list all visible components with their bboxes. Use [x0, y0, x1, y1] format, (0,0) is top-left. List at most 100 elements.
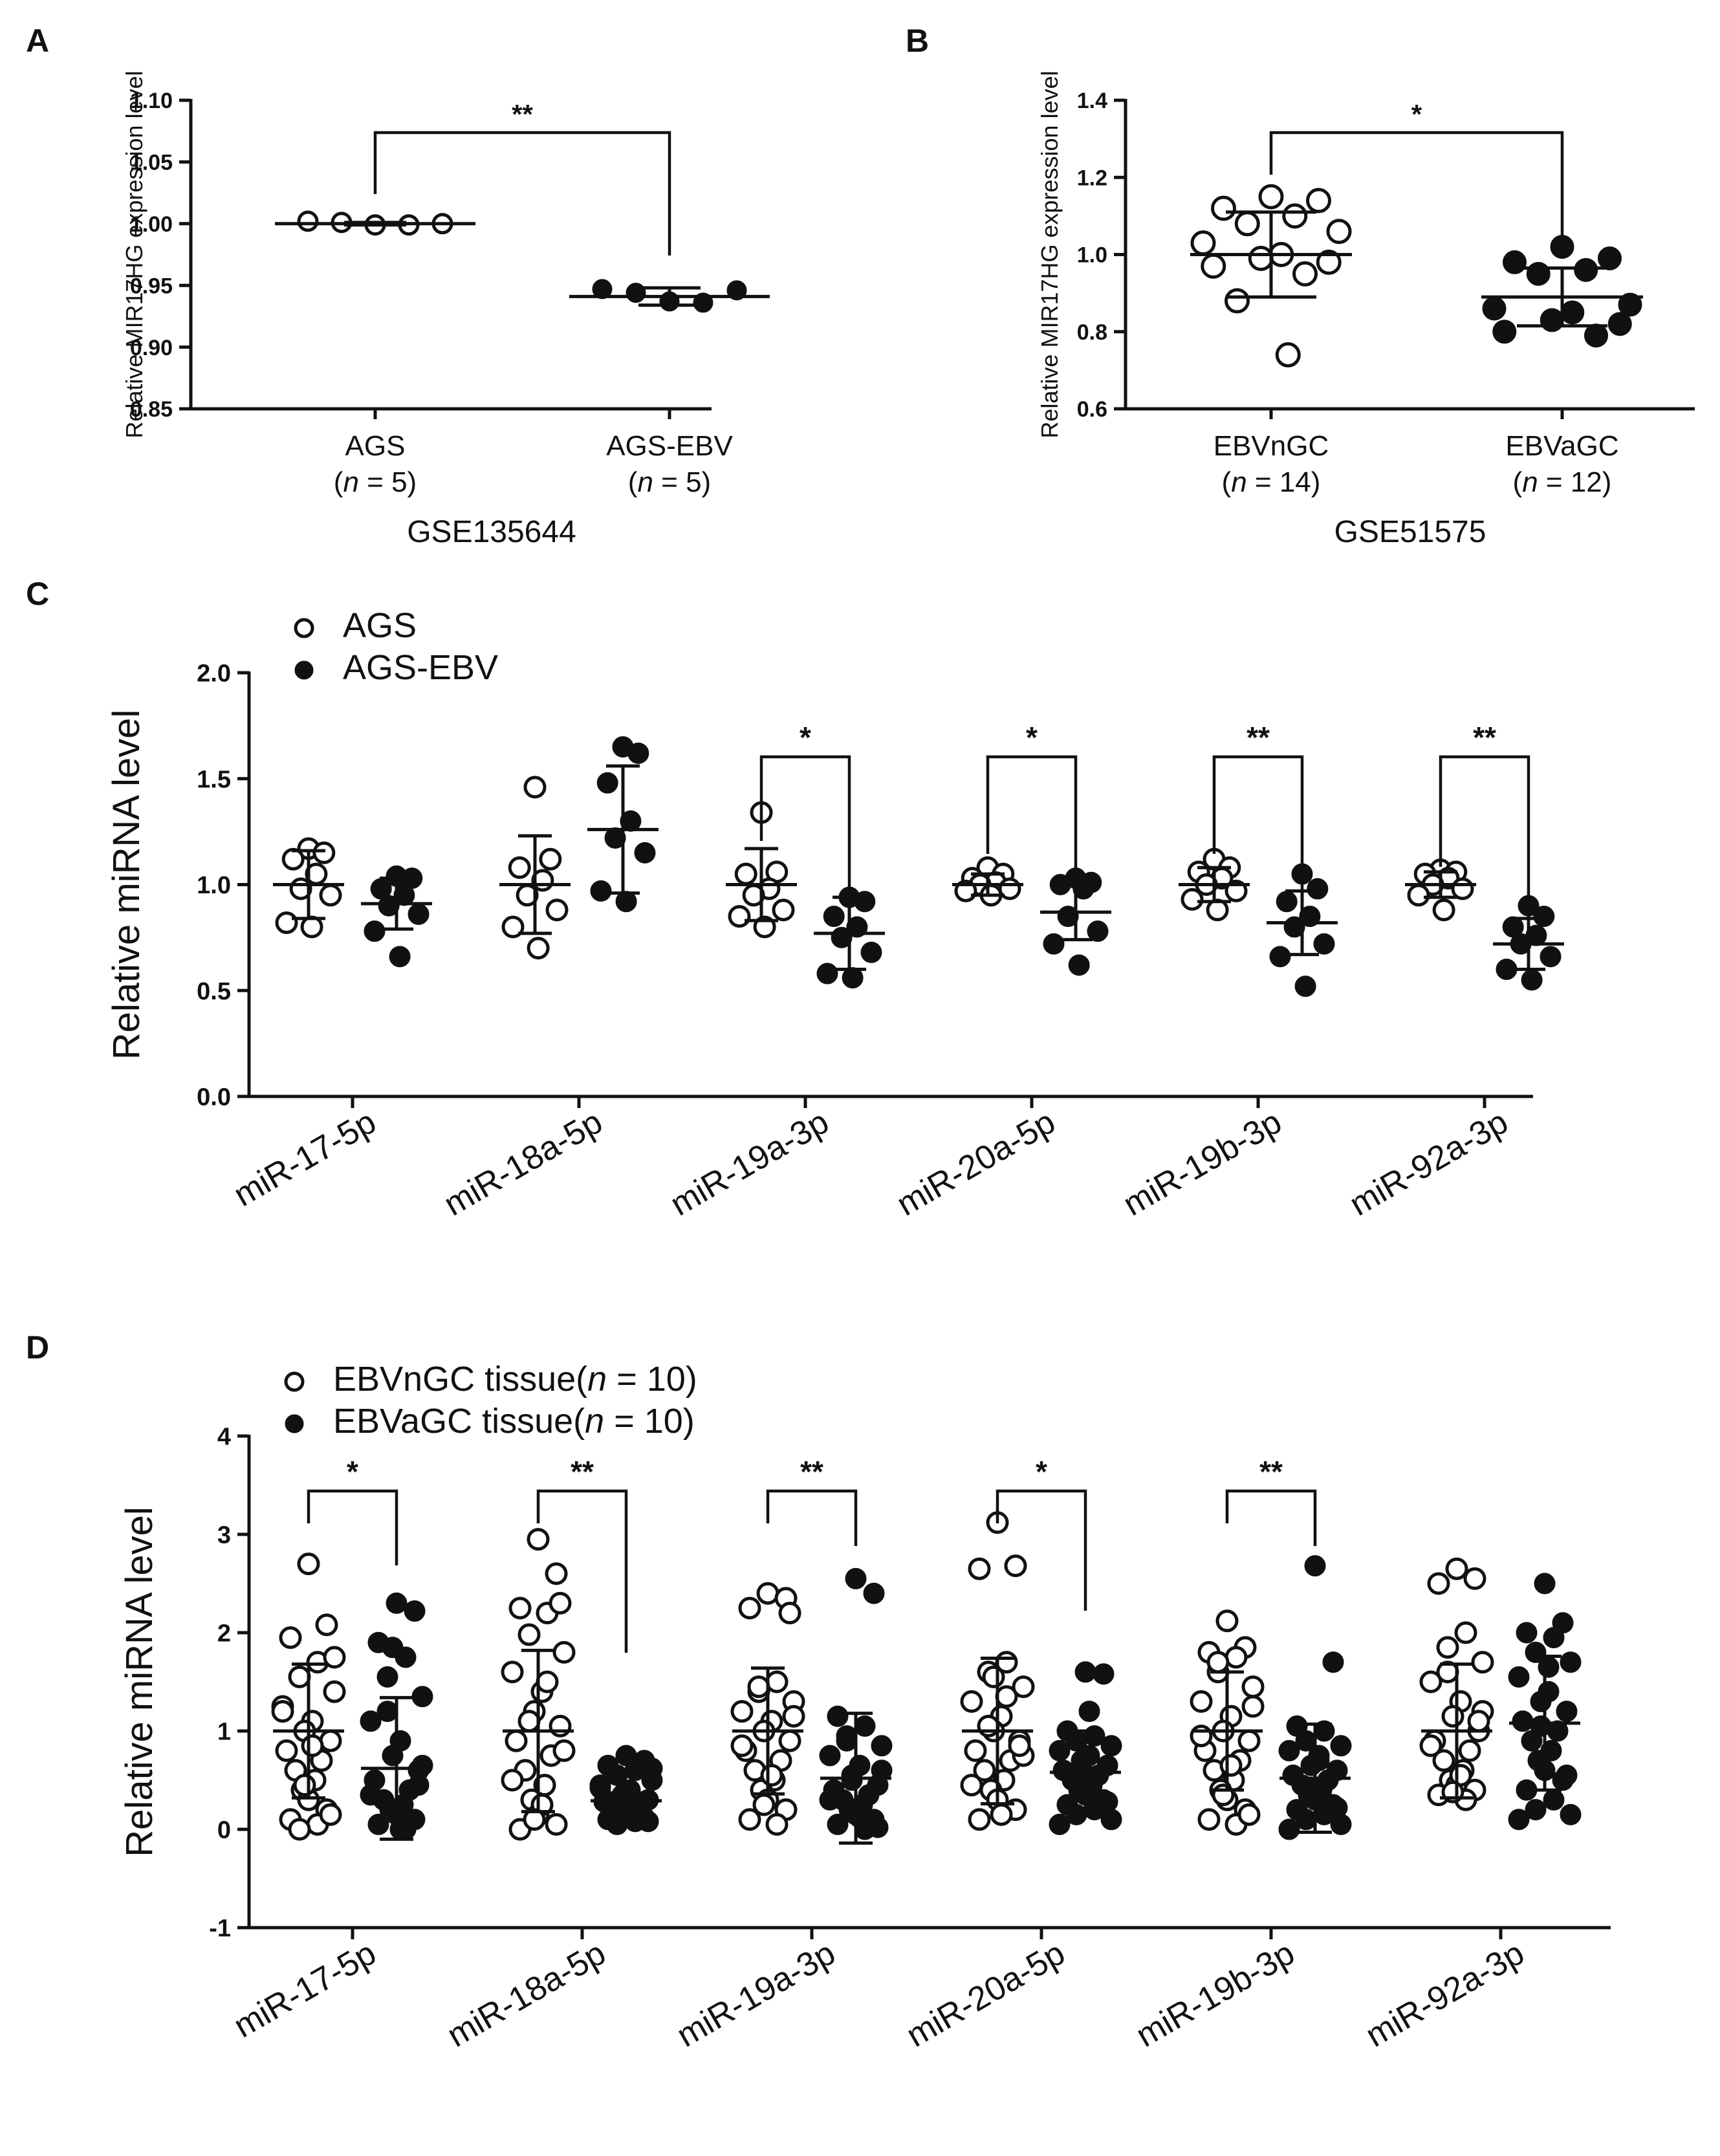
- open-data-point: [549, 1714, 572, 1737]
- open-data-point: [508, 856, 531, 879]
- open-data-point: [1181, 887, 1204, 911]
- open-data-point: [1225, 288, 1250, 314]
- filled-data-point: [1543, 1789, 1565, 1811]
- filled-data-point: [1068, 954, 1090, 976]
- open-data-point: [1471, 1651, 1494, 1674]
- significance-bracket: [307, 1489, 398, 1565]
- legend-filled-marker: [294, 660, 314, 680]
- y-axis-label: Relative miRNA level: [118, 1507, 160, 1857]
- filled-data-point: [860, 941, 882, 963]
- filled-data-point: [819, 1745, 841, 1767]
- filled-data-point: [871, 1735, 893, 1757]
- panel-b: B 0.6 0.8 1.0 1.2 1.4 Relative MIR17HG express…: [906, 23, 1695, 549]
- open-data-point: [527, 937, 550, 960]
- significance-label: *: [1026, 721, 1038, 754]
- significance-bracket: [536, 1489, 628, 1653]
- open-data-point: [1234, 211, 1260, 237]
- y-tick-label: 1.5: [197, 766, 231, 793]
- open-data-point: [756, 1582, 779, 1605]
- filled-data-point: [1560, 1803, 1582, 1825]
- open-data-point: [1012, 1675, 1035, 1699]
- y-axis-label: Relative MIR17HG expression level: [1036, 71, 1063, 438]
- filled-data-point: [1043, 933, 1065, 955]
- y-axis-label: Relative miRNA level: [105, 710, 147, 1060]
- open-data-point: [523, 776, 547, 799]
- open-data-point: [1190, 1690, 1213, 1713]
- filled-data-point: [841, 1769, 863, 1791]
- y-tick-label: 4: [217, 1424, 231, 1451]
- x-category-label: EBVnGC: [1214, 430, 1329, 462]
- open-data-point: [1248, 245, 1274, 271]
- open-data-point: [730, 1734, 754, 1758]
- significance-label: **: [800, 1455, 823, 1488]
- open-data-point: [973, 1759, 996, 1782]
- filled-data-point: [1071, 1758, 1093, 1780]
- open-data-point: [1441, 1704, 1464, 1728]
- open-data-point: [728, 905, 751, 928]
- open-data-point: [315, 1613, 338, 1637]
- open-data-point: [288, 1665, 311, 1688]
- filled-data-point: [1526, 261, 1551, 286]
- significance-bracket: [1212, 755, 1304, 912]
- filled-data-point: [1304, 1555, 1326, 1577]
- legend-label: EBVaGC tissue(n = 10): [333, 1402, 695, 1441]
- significance-bracket: [766, 1489, 858, 1546]
- open-data-point: [1451, 877, 1474, 900]
- filled-data-point: [378, 895, 400, 917]
- legend-label: AGS: [343, 606, 417, 645]
- filled-data-point: [376, 1701, 398, 1723]
- filled-data-point: [1278, 1818, 1300, 1840]
- filled-data-point: [1607, 312, 1632, 336]
- x-category-label: miR-19a-3p: [671, 1934, 842, 2054]
- y-tick-label: 2: [217, 1620, 231, 1648]
- filled-data-point: [871, 1759, 893, 1781]
- x-axis-title: GSE51575: [1334, 515, 1486, 549]
- open-data-point: [301, 1734, 324, 1758]
- open-data-point: [964, 1739, 987, 1762]
- open-data-point: [323, 1680, 346, 1703]
- open-data-point: [960, 1774, 983, 1797]
- open-data-point: [995, 1685, 1018, 1708]
- filled-data-point: [1087, 920, 1109, 942]
- open-data-point: [312, 841, 336, 864]
- open-data-point: [1326, 219, 1352, 245]
- open-data-point: [501, 1661, 524, 1684]
- open-data-point: [1458, 1739, 1481, 1762]
- open-data-point: [1407, 884, 1430, 907]
- significance-label: *: [1411, 99, 1422, 129]
- filled-data-point: [360, 1710, 382, 1732]
- filled-data-point: [842, 967, 864, 989]
- open-data-point: [1212, 1783, 1235, 1807]
- open-data-point: [977, 1714, 1000, 1737]
- filled-data-point: [1512, 1710, 1534, 1732]
- filled-data-point: [1516, 1622, 1538, 1644]
- open-data-point: [288, 1818, 311, 1841]
- x-category-label: EBVaGC: [1505, 430, 1618, 462]
- open-data-point: [1201, 253, 1226, 279]
- open-data-point: [772, 898, 795, 922]
- open-data-point: [734, 862, 757, 886]
- open-data-point: [505, 1729, 528, 1752]
- filled-data-point: [849, 1807, 871, 1829]
- open-data-point: [319, 884, 342, 907]
- open-data-point: [545, 1562, 568, 1585]
- open-data-point: [990, 1803, 1013, 1826]
- filled-data-point: [1049, 1739, 1071, 1761]
- filled-data-point: [1093, 1663, 1115, 1685]
- filled-data-point: [1100, 1735, 1122, 1757]
- open-data-point: [1211, 195, 1236, 221]
- filled-data-point: [1278, 1739, 1300, 1761]
- significance-label: **: [1259, 1455, 1283, 1488]
- y-tick-label: 1.0: [1077, 243, 1107, 268]
- open-data-point: [1004, 1554, 1027, 1578]
- x-category-label: miR-20a-5p: [891, 1103, 1061, 1223]
- filled-data-point: [1508, 1666, 1530, 1688]
- filled-data-point: [854, 1715, 876, 1737]
- filled-data-point: [386, 1592, 408, 1614]
- open-data-point: [1241, 1675, 1265, 1699]
- open-data-point: [982, 1665, 1005, 1688]
- filled-data-point: [845, 1567, 867, 1589]
- filled-data-point: [1540, 308, 1564, 332]
- open-data-point: [1237, 1729, 1261, 1752]
